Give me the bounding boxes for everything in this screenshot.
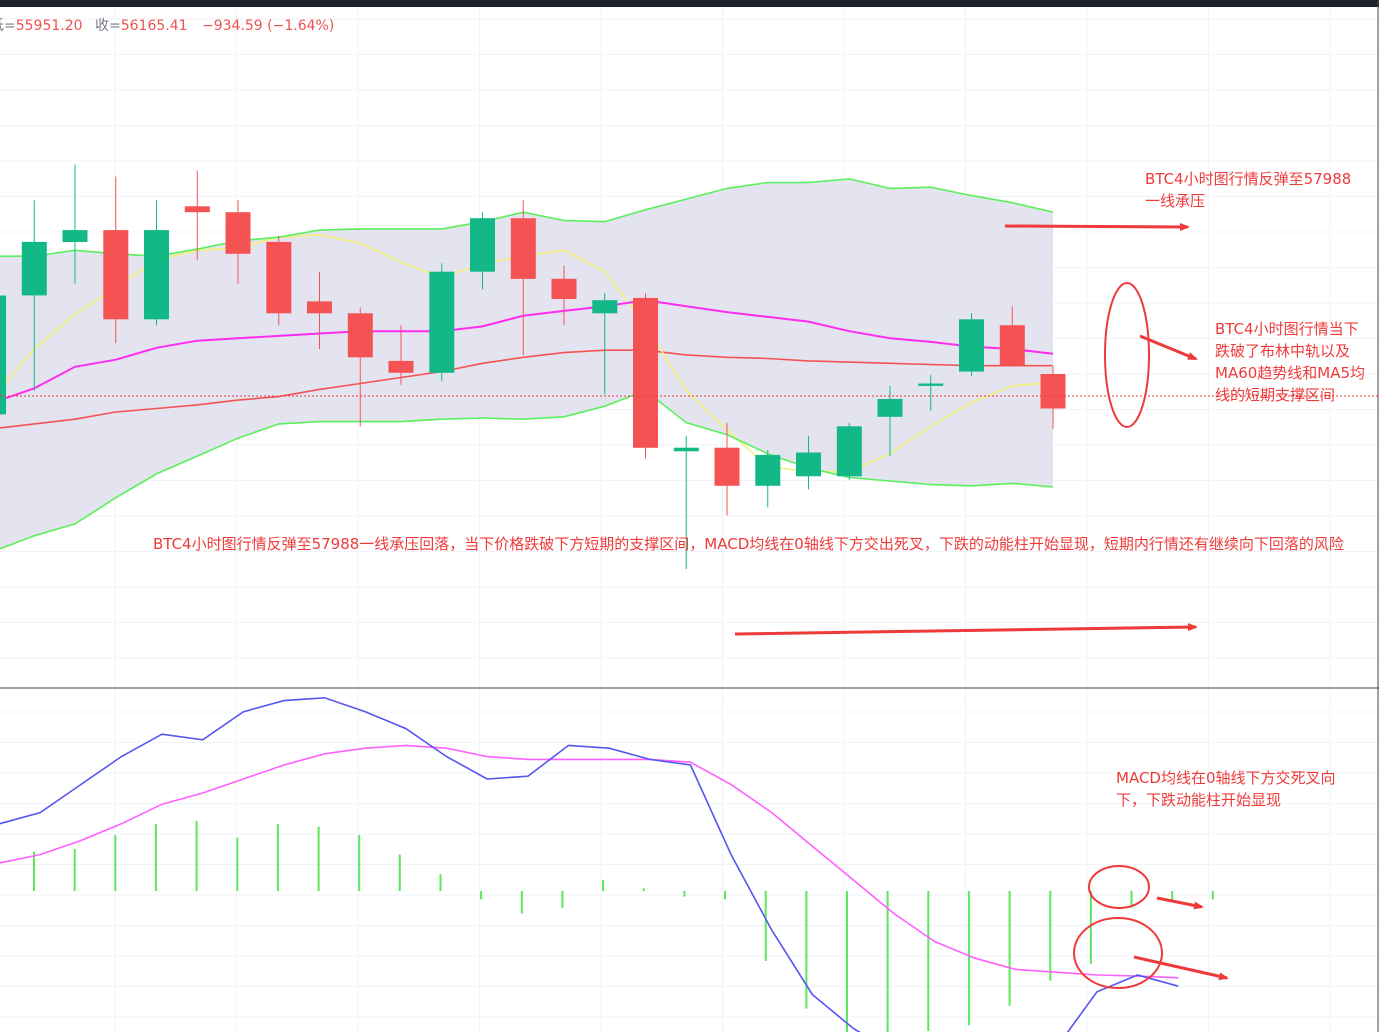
top-bar — [0, 0, 1379, 7]
candle-body — [21, 241, 47, 296]
candle-body — [796, 452, 821, 477]
hand-annotations — [734, 222, 1229, 989]
summary-annotation: BTC4小时图行情反弹至57988一线承压回落，当下价格跌破下方短期的支撑区间，… — [153, 535, 1344, 553]
low-label: 低= — [0, 18, 16, 34]
candle — [429, 263, 455, 382]
candle-body — [510, 218, 536, 279]
macd-annotation: MACD均线在0轴线下方交死叉向下，下跌动能柱开始显现 — [1116, 769, 1336, 809]
candle — [103, 176, 129, 344]
candle-body — [999, 325, 1025, 366]
candle — [673, 435, 699, 570]
candle — [347, 307, 373, 427]
candle — [510, 200, 536, 355]
candles[interactable] — [0, 164, 1066, 570]
candle — [470, 212, 495, 290]
low-value: 55951.20 — [15, 18, 83, 34]
candle — [959, 313, 984, 377]
boll-lower-line — [0, 389, 1054, 550]
candle — [999, 306, 1025, 367]
last-candle-circle — [1104, 282, 1150, 428]
candle-body — [0, 295, 6, 415]
candle — [225, 200, 251, 284]
candle — [836, 422, 862, 480]
cross-arrow — [1133, 955, 1229, 981]
candle — [633, 293, 658, 459]
resistance-annotation: BTC4小时图行情反弹至57988一线承压 — [1145, 170, 1352, 210]
dif-line — [0, 696, 1179, 1032]
candle — [388, 325, 414, 385]
candle — [307, 271, 332, 349]
candle — [755, 450, 781, 508]
candle — [796, 435, 821, 490]
close-value: 56165.41 — [120, 18, 188, 34]
candle — [0, 295, 6, 415]
macd-panel[interactable] — [0, 696, 1214, 1032]
candle-body — [918, 383, 944, 386]
candle-body — [592, 300, 618, 314]
candle — [714, 422, 740, 516]
candle — [592, 293, 618, 395]
grid — [0, 8, 1379, 1032]
candle-body — [959, 319, 984, 372]
candle-body — [184, 206, 210, 213]
change-value: −934.59 (−1.64%) — [202, 18, 335, 34]
candle-body — [673, 447, 699, 452]
bollinger-band-area — [0, 178, 1053, 549]
candle-body — [470, 218, 495, 272]
support-break-annotation: BTC4小时图行情当下跌破了布林中轨以及MA60趋势线和MA5均线的短期支撑区间 — [1215, 320, 1366, 404]
candle-body — [429, 271, 455, 373]
candle — [144, 200, 169, 326]
candle-body — [347, 313, 373, 358]
candle-body — [551, 278, 577, 299]
candle-body — [1040, 374, 1066, 409]
bottom-arrow — [734, 623, 1198, 636]
ma60-line — [0, 349, 1053, 429]
candle — [184, 170, 210, 260]
bollinger-band-fill — [0, 178, 1053, 549]
candle — [62, 164, 88, 284]
candle — [21, 200, 47, 391]
candle-body — [144, 230, 169, 320]
candle-body — [266, 241, 292, 314]
candle-body — [225, 212, 251, 254]
candle — [551, 265, 577, 326]
candle-body — [714, 447, 740, 486]
candle-body — [103, 230, 129, 320]
hist-circle — [1088, 865, 1150, 909]
candle-body — [388, 360, 414, 373]
candle — [918, 375, 944, 411]
hist-arrow — [1156, 896, 1204, 910]
resistance-arrow — [1004, 222, 1190, 231]
close-label: 收= — [95, 18, 121, 34]
candle-body — [755, 454, 781, 486]
candle-body — [633, 297, 658, 448]
candle-body — [307, 301, 332, 314]
candle — [1040, 366, 1066, 429]
candle-body — [877, 399, 903, 417]
candle — [877, 385, 903, 457]
cross-circle — [1073, 917, 1163, 989]
candle-body — [62, 230, 88, 242]
ohlc-legend: 低=55951.20 收=56165.41 −934.59 (−1.64%) — [0, 15, 334, 37]
candle-body — [836, 426, 862, 477]
dea-line — [0, 744, 1179, 979]
candle — [266, 236, 292, 326]
